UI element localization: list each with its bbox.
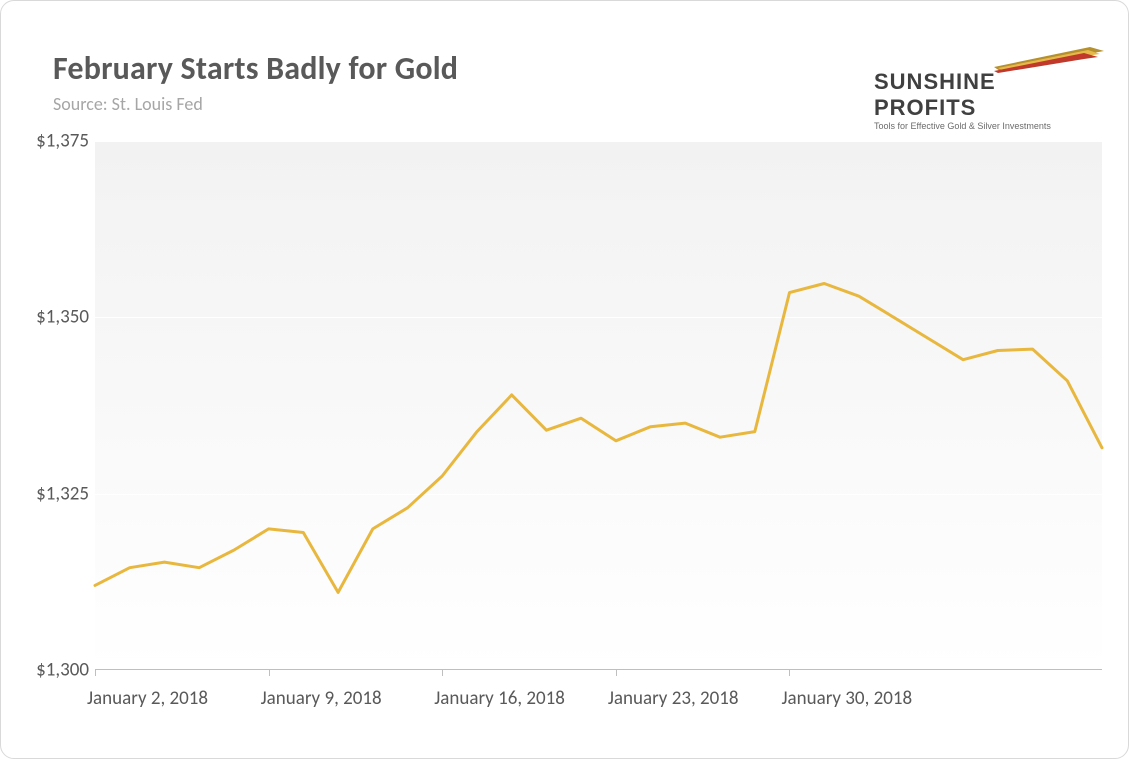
x-axis-tick-label: January 23, 2018: [608, 687, 739, 710]
chart-title: February Starts Badly for Gold: [53, 49, 458, 88]
y-axis-tick-label: $1,300: [17, 659, 89, 682]
x-axis-tick-label: January 16, 2018: [434, 687, 565, 710]
plot-area: [95, 141, 1102, 670]
x-axis-tick: [95, 670, 96, 676]
chart-card: February Starts Badly for Gold Source: S…: [0, 0, 1129, 759]
price-line: [95, 284, 1102, 593]
price-line-svg: [95, 141, 1102, 670]
x-axis-tick: [269, 670, 270, 676]
brand-name: SUNSHINE PROFITS: [874, 69, 1104, 121]
grid-line: [95, 670, 1102, 671]
x-axis-tick: [789, 670, 790, 676]
y-axis-tick-label: $1,350: [17, 306, 89, 329]
x-axis-tick-label: January 2, 2018: [87, 687, 208, 710]
brand-swoosh-icon: [994, 41, 1104, 75]
x-axis-tick: [442, 670, 443, 676]
chart-source-label: Source: St. Louis Fed: [53, 93, 203, 115]
y-axis-tick-label: $1,375: [17, 130, 89, 153]
y-axis-tick-label: $1,325: [17, 482, 89, 505]
x-axis-tick: [616, 670, 617, 676]
x-axis-tick-label: January 9, 2018: [261, 687, 382, 710]
x-axis-tick-label: January 30, 2018: [781, 687, 912, 710]
plot-wrapper: $1,300$1,325$1,350$1,375 January 2, 2018…: [17, 141, 1112, 710]
brand-logo: SUNSHINE PROFITS Tools for Effective Gol…: [874, 51, 1104, 121]
chart-header: February Starts Badly for Gold Source: S…: [17, 15, 1112, 111]
brand-tagline: Tools for Effective Gold & Silver Invest…: [874, 121, 1104, 131]
